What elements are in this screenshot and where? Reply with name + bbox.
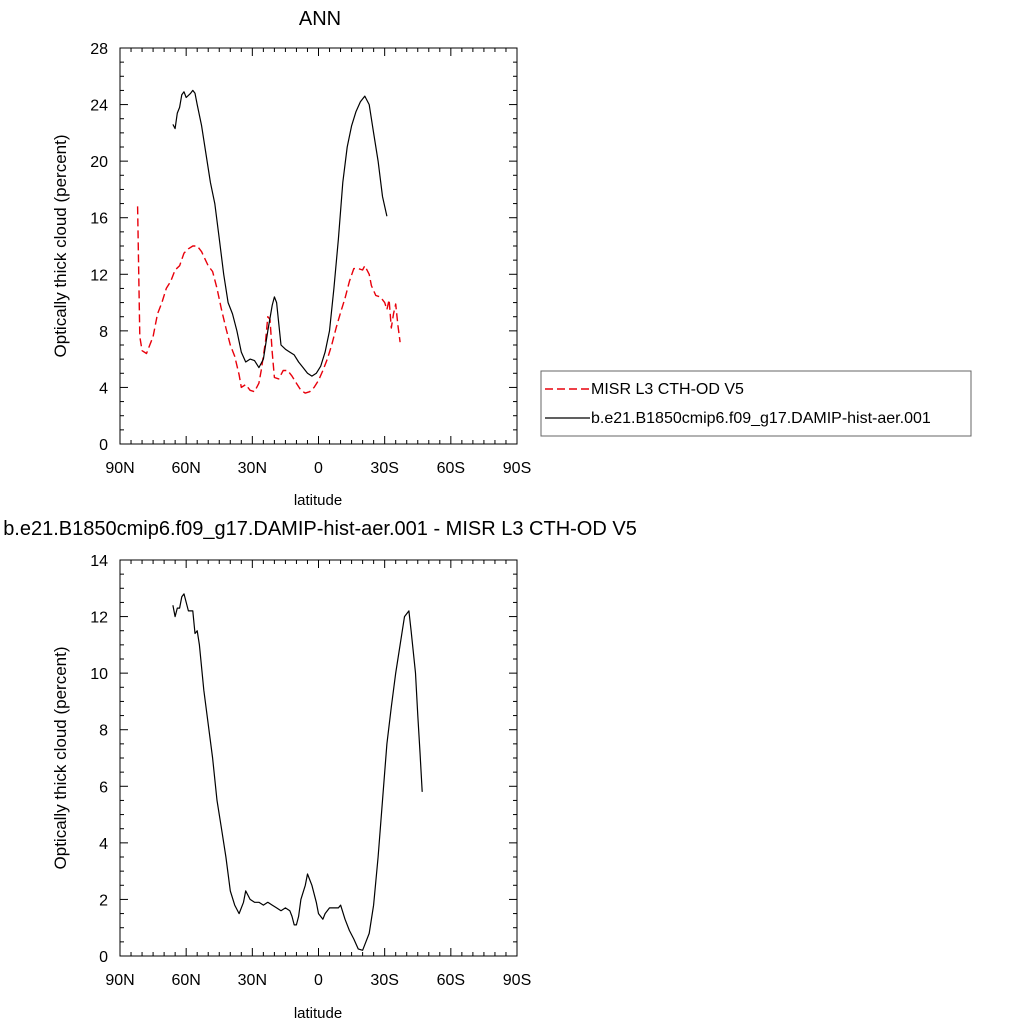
x-tick-label: 90N [105, 972, 134, 989]
x-tick-label: 60S [437, 972, 465, 989]
y-tick-label: 0 [99, 949, 108, 966]
legend-label-misr: MISR L3 CTH-OD V5 [591, 381, 744, 398]
y-tick-labels: 0 4 8 12 16 20 24 28 [90, 41, 108, 454]
x-axis-label: latitude [294, 1005, 342, 1022]
legend-label-model: b.e21.B1850cmip6.f09_g17.DAMIP-hist-aer.… [591, 410, 931, 427]
y-tick-label: 12 [90, 267, 108, 284]
y-tick-label: 0 [99, 437, 108, 454]
y-tick-label: 20 [90, 154, 108, 171]
series-line-model [172, 593, 423, 951]
x-tick-label: 0 [314, 972, 323, 989]
x-tick-label: 30S [370, 972, 398, 989]
x-tick-labels: 90N 60N 30N 0 30S 60S 90S [105, 460, 531, 477]
x-tick-label: 30N [238, 972, 267, 989]
y-tick-label: 6 [99, 779, 108, 796]
x-tick-label: 90S [503, 972, 531, 989]
x-tick-labels: 90N 60N 30N 0 30S 60S 90S [105, 972, 531, 989]
x-tick-label: 90N [105, 460, 134, 477]
x-tick-label: 60S [437, 460, 465, 477]
y-tick-label: 16 [90, 211, 108, 228]
y-tick-label: 24 [90, 98, 108, 115]
y-tick-label: 12 [90, 610, 108, 627]
plot-frame [119, 559, 518, 957]
series-line-model [172, 89, 388, 377]
legend-box [540, 370, 972, 437]
chart-bottom: b.e21.B1850cmip6.f09_g17.DAMIP-hist-aer.… [3, 518, 637, 1022]
y-tick-label: 28 [90, 41, 108, 58]
y-tick-label: 2 [99, 892, 108, 909]
x-tick-label: 30S [370, 460, 398, 477]
series-group [136, 89, 401, 394]
x-axis-label: latitude [294, 492, 342, 509]
chart-top: ANN 0 4 8 12 16 20 24 28 90N 60N 30N 0 30S 60S 90S la… [51, 8, 972, 509]
legend: MISR L3 CTH-OD V5 b.e21.B1850cmip6.f09_g… [540, 370, 972, 437]
axis-ticks [119, 559, 518, 957]
y-tick-label: 14 [90, 553, 108, 570]
x-tick-label: 60N [171, 972, 200, 989]
x-tick-label: 60N [171, 460, 200, 477]
series-group [172, 593, 423, 951]
y-axis-label: Optically thick cloud (percent) [51, 647, 70, 870]
chart-title: b.e21.B1850cmip6.f09_g17.DAMIP-hist-aer.… [3, 518, 637, 540]
chart-title: ANN [299, 8, 341, 30]
y-tick-label: 4 [99, 836, 108, 853]
axis-ticks [119, 47, 518, 445]
y-axis-label: Optically thick cloud (percent) [51, 135, 70, 358]
y-tick-label: 8 [99, 324, 108, 341]
x-tick-label: 90S [503, 460, 531, 477]
y-tick-label: 4 [99, 380, 108, 397]
series-line-misr [136, 206, 401, 394]
y-tick-label: 10 [90, 666, 108, 683]
y-tick-label: 8 [99, 723, 108, 740]
y-tick-labels: 0 2 4 6 8 10 12 14 [90, 553, 108, 966]
x-tick-label: 30N [238, 460, 267, 477]
x-tick-label: 0 [314, 460, 323, 477]
